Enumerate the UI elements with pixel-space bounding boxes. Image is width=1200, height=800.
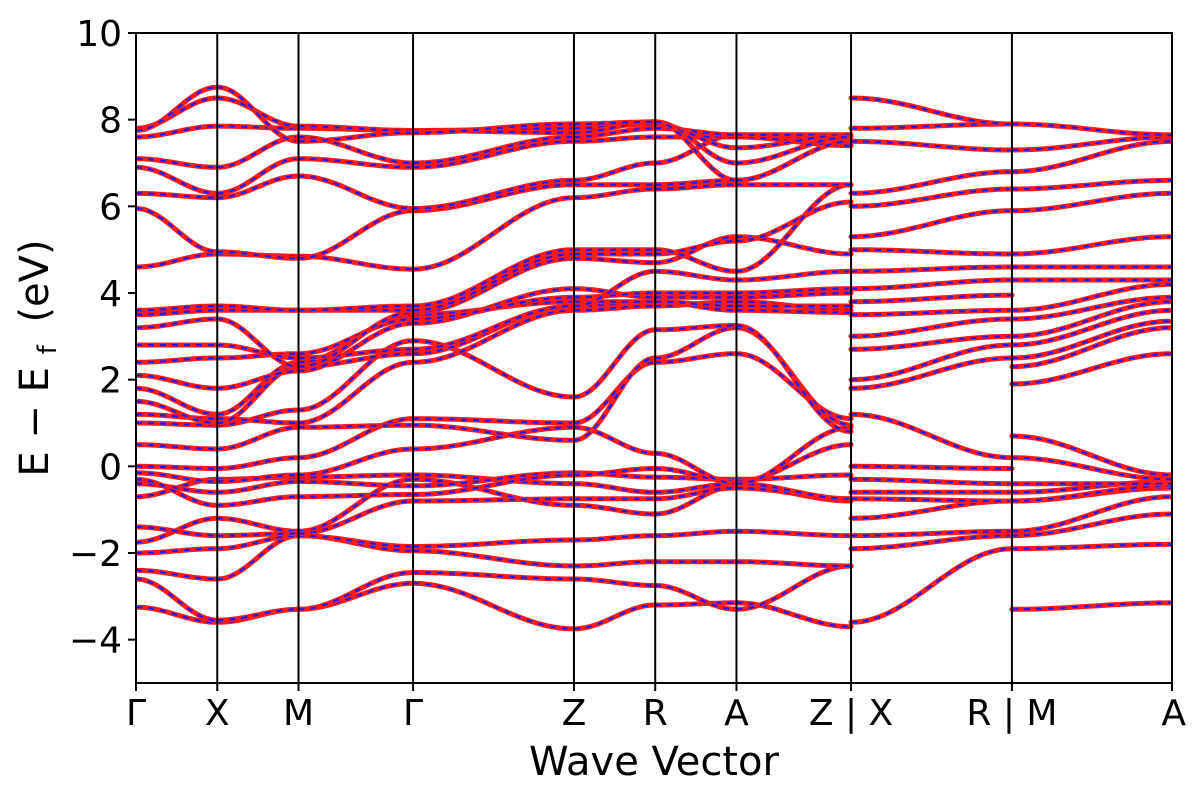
y-tick-label: 4	[99, 274, 122, 315]
x-tick-label: A	[724, 693, 749, 734]
band-line-blue	[299, 176, 414, 209]
band-line-red	[737, 484, 852, 499]
band-line-red	[136, 209, 217, 252]
band-line-red	[851, 98, 1012, 124]
x-axis-label: Wave Vector	[529, 739, 780, 785]
band-line-red	[136, 167, 217, 193]
band-line-red	[217, 427, 298, 449]
band-line-red	[136, 87, 217, 130]
x-axis-ticks: Γ X M Γ Z R A Z | X R | M A	[126, 683, 1186, 734]
y-axis-label-unit: (eV)	[12, 239, 58, 322]
band-line-red	[413, 551, 574, 566]
band-line-red	[299, 362, 414, 423]
x-tick-label: Z | X	[809, 693, 893, 734]
band-line-red	[574, 605, 655, 629]
y-axis-label: E − E f (eV)	[12, 239, 66, 476]
band-line-blue	[413, 583, 574, 629]
band-line-red	[1012, 458, 1172, 480]
x-tick-label: Γ	[126, 693, 146, 734]
y-axis-label-sub: f	[33, 344, 63, 354]
x-tick-label: Γ	[403, 693, 423, 734]
y-tick-label: 6	[99, 187, 122, 228]
y-axis-label-main: E − E	[12, 367, 58, 477]
band-line-red	[1012, 237, 1172, 254]
band-line-red	[136, 98, 217, 128]
band-line-red	[574, 427, 655, 453]
band-line-blue	[217, 367, 298, 423]
x-tick-label: Z	[562, 693, 587, 734]
y-tick-label: 2	[99, 361, 122, 402]
band-line-blue	[217, 87, 298, 141]
y-axis-ticks: −4 −2 0 2 4 6 8 10	[69, 14, 136, 662]
band-line-blue	[299, 573, 414, 610]
x-tick-label: R	[643, 693, 668, 734]
y-tick-label: −4	[69, 621, 122, 662]
band-line-red	[413, 137, 574, 163]
band-line-blue	[737, 185, 852, 272]
y-tick-label: 8	[99, 101, 122, 142]
band-line-red	[1012, 193, 1172, 210]
x-tick-label: M	[283, 693, 314, 734]
y-tick-label: −2	[69, 534, 122, 575]
y-tick-label: 0	[99, 447, 122, 488]
band-line-red	[217, 176, 298, 198]
band-line-red	[851, 501, 1012, 518]
x-tick-label: X	[205, 693, 230, 734]
band-line-red	[851, 319, 1012, 336]
band-line-red	[1012, 514, 1172, 536]
band-line-blue	[299, 211, 414, 259]
band-line-red	[737, 354, 852, 419]
band-line-red	[851, 211, 1012, 237]
band-line-red	[851, 549, 1012, 623]
y-tick-label: 10	[76, 14, 122, 55]
band-line-red	[299, 449, 414, 475]
x-tick-label: R | M	[966, 693, 1057, 734]
band-line-red	[851, 414, 1012, 457]
x-tick-label: A	[1161, 693, 1186, 734]
bands-layer	[136, 87, 1172, 629]
